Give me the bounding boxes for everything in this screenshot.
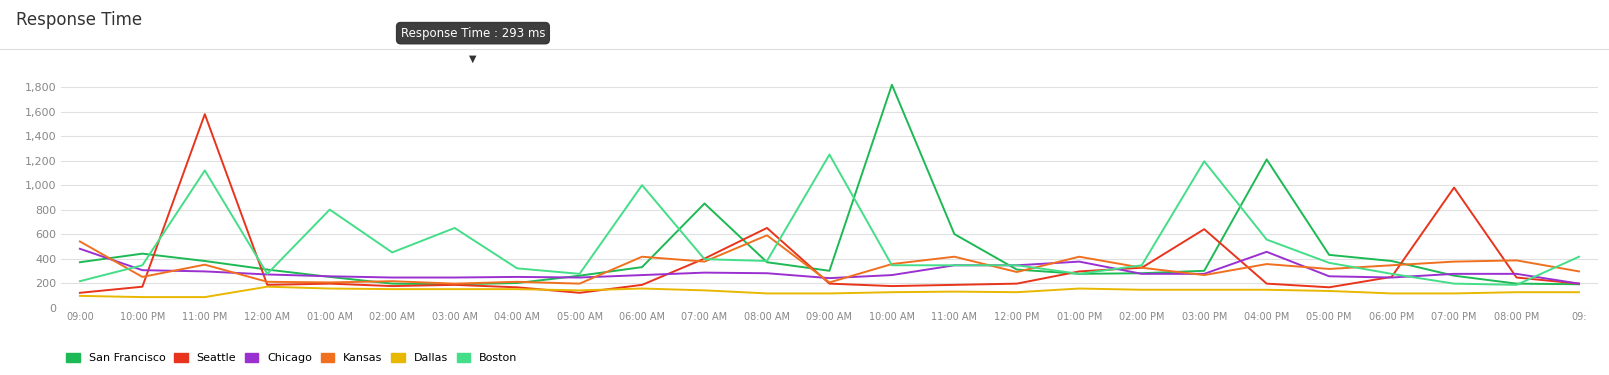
Text: ▼: ▼: [470, 54, 476, 64]
Text: Response Time: Response Time: [16, 11, 142, 29]
Legend: San Francisco, Seattle, Chicago, Kansas, Dallas, Boston: San Francisco, Seattle, Chicago, Kansas,…: [61, 348, 521, 368]
Text: Response Time : 293 ms: Response Time : 293 ms: [401, 27, 545, 40]
